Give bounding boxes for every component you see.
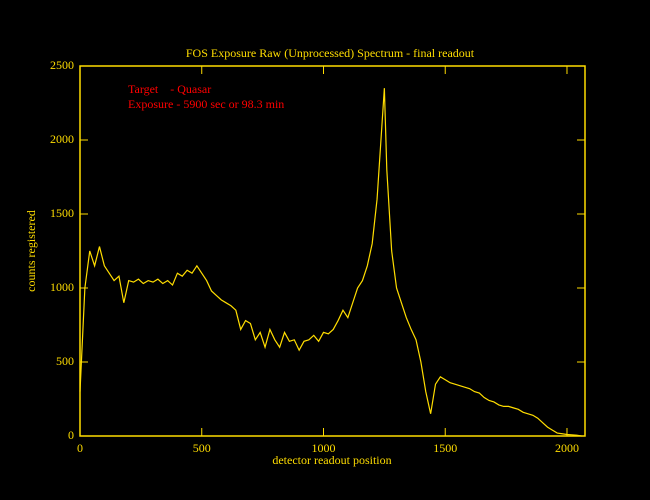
spectrum-line [79, 88, 582, 437]
y-tick-label: 1000 [50, 280, 74, 294]
y-tick-label: 0 [68, 428, 74, 442]
y-tick-label: 1500 [50, 206, 74, 220]
y-axis-label: counts registered [24, 210, 38, 292]
x-tick-label: 500 [193, 441, 211, 455]
annotation: Exposure - 5900 sec or 98.3 min [128, 97, 284, 111]
y-tick-label: 2500 [50, 58, 74, 72]
y-tick-label: 500 [56, 354, 74, 368]
x-tick-label: 0 [77, 441, 83, 455]
x-tick-label: 1500 [433, 441, 457, 455]
y-tick-label: 2000 [50, 132, 74, 146]
plot-frame [79, 65, 586, 437]
chart-title: FOS Exposure Raw (Unprocessed) Spectrum … [186, 46, 475, 60]
x-tick-label: 2000 [555, 441, 579, 455]
x-tick-label: 1000 [311, 441, 335, 455]
annotation: Target - Quasar [128, 82, 211, 96]
x-axis-label: detector readout position [272, 453, 391, 467]
